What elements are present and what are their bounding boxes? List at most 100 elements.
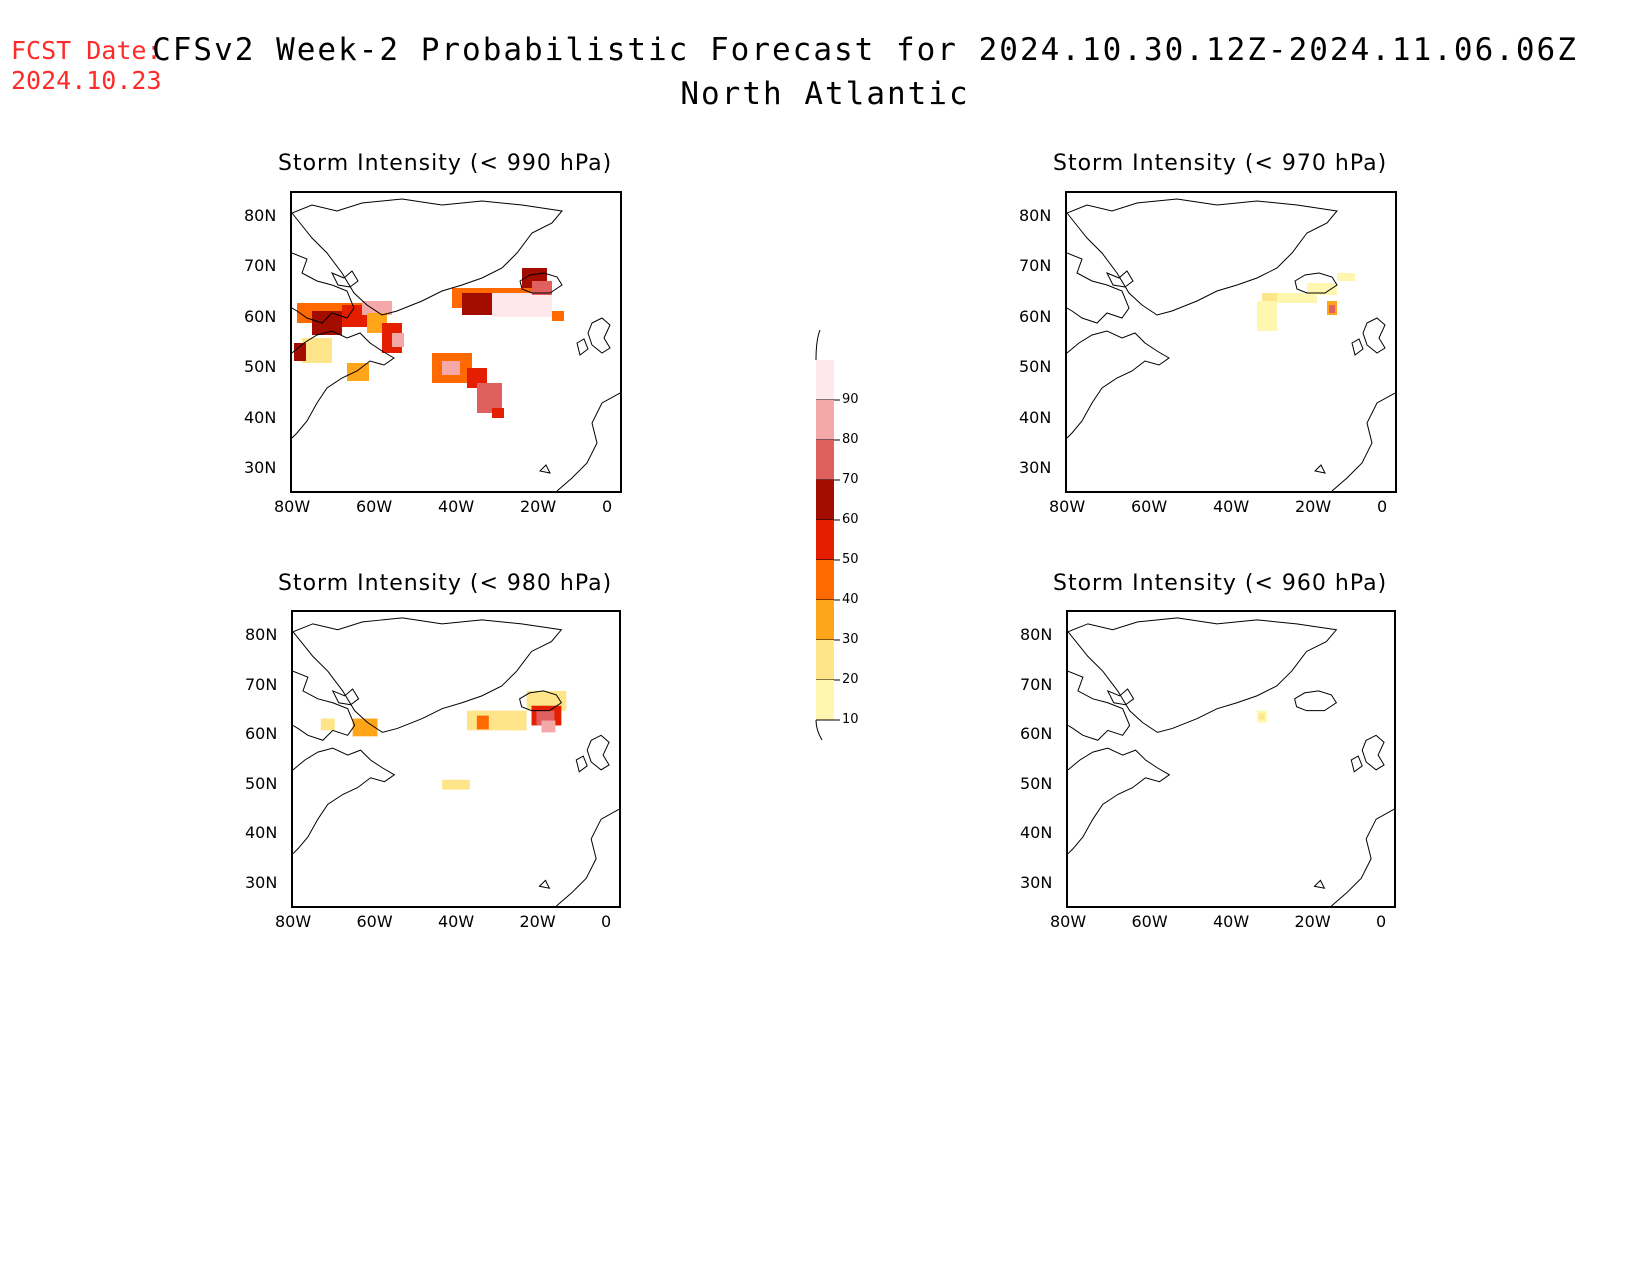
colorbar-level-label: 70 xyxy=(842,472,859,487)
lat-tick-label: 60N xyxy=(244,306,277,326)
coastline xyxy=(519,690,563,712)
probability-cell xyxy=(442,361,460,375)
colorbar-level-label: 30 xyxy=(842,632,859,647)
lat-tick-label: 80N xyxy=(1019,206,1052,225)
lon-tick-label: 60W xyxy=(356,497,393,516)
coastline xyxy=(331,688,360,706)
lon-tick-label: 40W xyxy=(1213,497,1250,516)
forecast-date-value: 2024.10.23 xyxy=(11,66,162,95)
lat-tick-label: 70N xyxy=(245,674,278,694)
colorbar-swatch xyxy=(816,520,834,560)
lon-tick-label: 0 xyxy=(1377,497,1388,516)
panel-title-990: Storm Intensity (< 990 hPa) xyxy=(278,151,613,176)
lon-tick-label: 80W xyxy=(274,497,311,516)
coastline xyxy=(1067,198,1338,316)
coastline xyxy=(293,670,356,741)
lon-tick-label: 80W xyxy=(1049,497,1086,516)
lat-tick-label: 40N xyxy=(244,407,277,427)
lat-tick-label: 80N xyxy=(245,625,278,644)
probability-cell xyxy=(320,718,335,731)
colorbar-level-label: 10 xyxy=(842,712,859,727)
probability-cell xyxy=(392,333,404,347)
colorbar-swatch xyxy=(816,680,834,720)
colorbar-level-label: 50 xyxy=(842,552,859,567)
map-panel-980 xyxy=(291,610,621,908)
lat-tick-label: 40N xyxy=(245,823,278,843)
colorbar xyxy=(815,330,840,740)
coastline xyxy=(1105,270,1134,288)
lat-tick-label: 60N xyxy=(1019,306,1052,326)
probability-cell xyxy=(541,720,556,733)
forecast-date-block: FCST Date: 2024.10.23 xyxy=(11,36,162,96)
lat-tick-label: 40N xyxy=(1019,407,1052,427)
coastline xyxy=(1362,317,1386,354)
coastline xyxy=(586,734,610,771)
lat-tick-label: 30N xyxy=(244,458,277,477)
map-canvas xyxy=(292,198,620,491)
map-panel-970 xyxy=(1065,191,1397,493)
lon-tick-label: 60W xyxy=(1131,497,1168,516)
coastline xyxy=(1067,330,1170,439)
colorbar-level-label: 20 xyxy=(842,672,859,687)
lat-tick-label: 30N xyxy=(1019,458,1052,477)
probability-cell xyxy=(492,408,504,418)
coastline xyxy=(1313,879,1326,889)
colorbar-swatch xyxy=(816,400,834,440)
probability-cell xyxy=(342,305,367,327)
coastline xyxy=(1294,272,1338,294)
coastline xyxy=(1331,392,1395,491)
coastline xyxy=(576,338,589,356)
panel-title-960: Storm Intensity (< 960 hPa) xyxy=(1053,571,1388,596)
map-panel-960 xyxy=(1066,610,1396,908)
coastline xyxy=(330,270,359,288)
lon-tick-label: 20W xyxy=(520,497,557,516)
coastline xyxy=(1294,690,1338,712)
probability-cell xyxy=(352,718,378,737)
region-subtitle: North Atlantic xyxy=(680,76,970,112)
lat-tick-label: 60N xyxy=(1020,724,1053,744)
lon-tick-label: 20W xyxy=(519,912,556,931)
coastline xyxy=(1350,755,1363,773)
colorbar-swatch xyxy=(816,360,834,400)
lon-tick-label: 20W xyxy=(1295,497,1332,516)
coastline xyxy=(1068,617,1338,733)
colorbar-end-arrow xyxy=(815,330,823,740)
probability-cell xyxy=(492,293,552,317)
probability-cell xyxy=(1337,273,1355,281)
probability-cell xyxy=(1258,713,1265,720)
probability-cell xyxy=(1307,283,1337,295)
colorbar-swatch xyxy=(816,640,834,680)
probability-cell xyxy=(532,281,552,295)
coastline xyxy=(1067,252,1130,324)
probability-cell xyxy=(1277,293,1317,303)
panel-title-970: Storm Intensity (< 970 hPa) xyxy=(1053,151,1388,176)
lon-tick-label: 40W xyxy=(438,497,475,516)
probability-cell xyxy=(552,311,564,321)
lon-tick-label: 60W xyxy=(1131,912,1168,931)
coastline xyxy=(538,464,551,474)
colorbar-swatch xyxy=(816,440,834,480)
lat-tick-label: 40N xyxy=(1020,823,1053,843)
lon-tick-label: 0 xyxy=(601,912,612,931)
lat-tick-label: 30N xyxy=(245,873,278,892)
coastline xyxy=(1106,688,1135,706)
lon-tick-label: 40W xyxy=(438,912,475,931)
colorbar-level-label: 40 xyxy=(842,592,859,607)
colorbar-swatch xyxy=(816,600,834,640)
map-canvas xyxy=(1067,198,1395,491)
lat-tick-label: 60N xyxy=(245,724,278,744)
lon-tick-label: 40W xyxy=(1213,912,1250,931)
probability-cell xyxy=(347,363,369,381)
colorbar-level-label: 90 xyxy=(842,392,859,407)
coastline xyxy=(538,879,551,889)
colorbar-swatch xyxy=(816,480,834,520)
lon-tick-label: 80W xyxy=(1050,912,1087,931)
coastline xyxy=(292,198,563,316)
map-canvas xyxy=(293,617,619,906)
coastline xyxy=(1313,464,1326,474)
coastline xyxy=(556,392,620,491)
coastline xyxy=(292,252,355,324)
colorbar-swatch xyxy=(816,560,834,600)
lat-tick-label: 50N xyxy=(1019,357,1052,377)
lon-tick-label: 20W xyxy=(1294,912,1331,931)
